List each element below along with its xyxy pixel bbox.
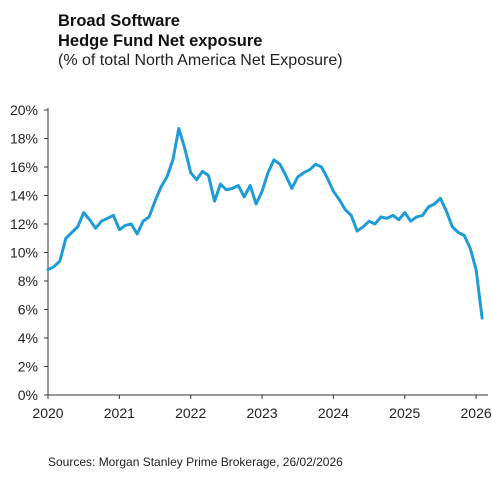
x-tick-label: 2021 [104, 405, 135, 421]
x-tick-label: 2025 [389, 405, 420, 421]
y-tick-label: 14% [10, 188, 38, 204]
chart-title-line2: Hedge Fund Net exposure [58, 32, 263, 50]
y-tick-label: 0% [18, 387, 38, 403]
x-tick-label: 2020 [32, 405, 63, 421]
y-tick-label: 8% [18, 273, 38, 289]
y-axis-ticks: 0% 2% 4% 6% 8% 10% 12% 14% 16% 18% 20% [10, 102, 48, 403]
x-tick-label: 2024 [318, 405, 349, 421]
y-tick-label: 10% [10, 245, 38, 261]
x-tick-label: 2026 [461, 405, 492, 421]
y-tick-label: 6% [18, 302, 38, 318]
chart-subtitle: (% of total North America Net Exposure) [58, 52, 343, 69]
x-tick-label: 2022 [175, 405, 206, 421]
y-tick-label: 12% [10, 216, 38, 232]
y-tick-label: 4% [18, 330, 38, 346]
y-tick-label: 20% [10, 102, 38, 118]
line-chart: 0%2%4%6%8%10%12%14%16%18%20% 2020 2021 202… [10, 102, 492, 421]
source-note: Sources: Morgan Stanley Prime Brokerage,… [48, 455, 343, 469]
x-tick-label: 2023 [246, 405, 277, 421]
x-axis-ticks: 2020 2021 2022 2023 2024 2025 2026 [32, 395, 492, 421]
y-tick-label: 18% [10, 131, 38, 147]
y-tick-label: 2% [18, 359, 38, 375]
y-tick-label: 16% [10, 159, 38, 175]
chart-title: Broad Software [58, 12, 180, 30]
series-line [46, 127, 484, 320]
